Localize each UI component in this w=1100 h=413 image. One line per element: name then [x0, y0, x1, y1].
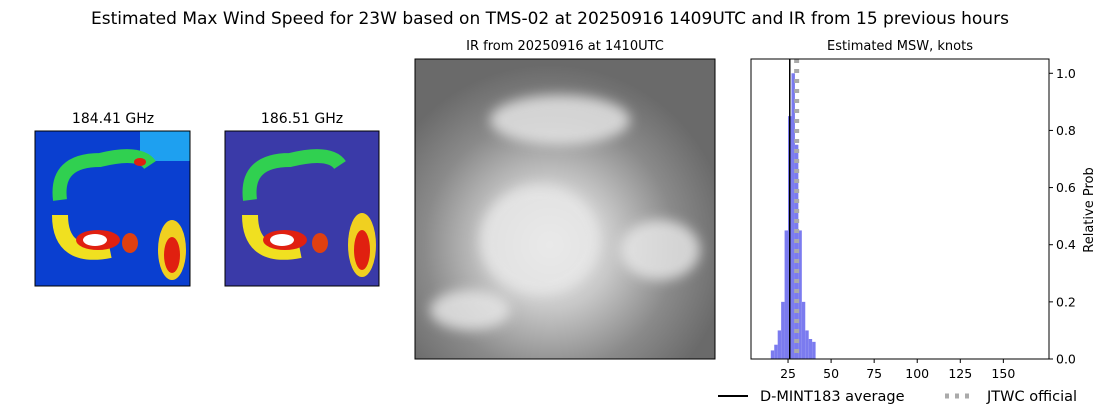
- histogram-bar: [784, 230, 789, 359]
- chart-title: Estimated MSW, knots: [827, 39, 973, 54]
- x-tick-label: 125: [948, 366, 972, 381]
- legend-label: D-MINT183 average: [760, 389, 905, 405]
- x-tick-label: 100: [905, 366, 929, 381]
- histogram-bar: [781, 301, 785, 359]
- histogram-bar: [791, 73, 795, 360]
- y-tick-label: 0.4: [1056, 237, 1076, 252]
- histogram-bar: [808, 339, 813, 359]
- histogram-bar: [805, 330, 809, 359]
- x-tick-label: 50: [823, 366, 839, 381]
- panel-title: 186.51 GHz: [261, 111, 343, 127]
- microwave-image: [34, 130, 191, 287]
- x-tick-label: 25: [780, 366, 796, 381]
- histogram-bar: [774, 344, 778, 359]
- axes-frame: [750, 58, 1050, 360]
- histogram-bar: [812, 341, 816, 359]
- x-tick-label: 75: [866, 366, 882, 381]
- y-tick-label: 0.6: [1056, 180, 1076, 195]
- y-axis-label: Relative Prob: [1082, 167, 1097, 252]
- histogram-bar: [801, 301, 806, 359]
- panel-title: 184.41 GHz: [72, 111, 154, 127]
- histogram-bar: [770, 350, 775, 359]
- histogram-bar: [798, 230, 802, 359]
- y-tick-label: 0.2: [1056, 294, 1076, 309]
- y-tick-label: 0.0: [1056, 352, 1076, 367]
- y-tick-label: 1.0: [1056, 66, 1076, 81]
- figure-title: Estimated Max Wind Speed for 23W based o…: [91, 9, 1009, 29]
- y-tick-label: 0.8: [1056, 123, 1076, 138]
- x-tick-label: 150: [991, 366, 1015, 381]
- legend-label: JTWC official: [986, 389, 1077, 405]
- ir-image: [414, 58, 716, 360]
- microwave-image: [224, 130, 380, 287]
- panel-title: IR from 20250916 at 1410UTC: [466, 39, 664, 54]
- histogram-bar: [777, 330, 782, 359]
